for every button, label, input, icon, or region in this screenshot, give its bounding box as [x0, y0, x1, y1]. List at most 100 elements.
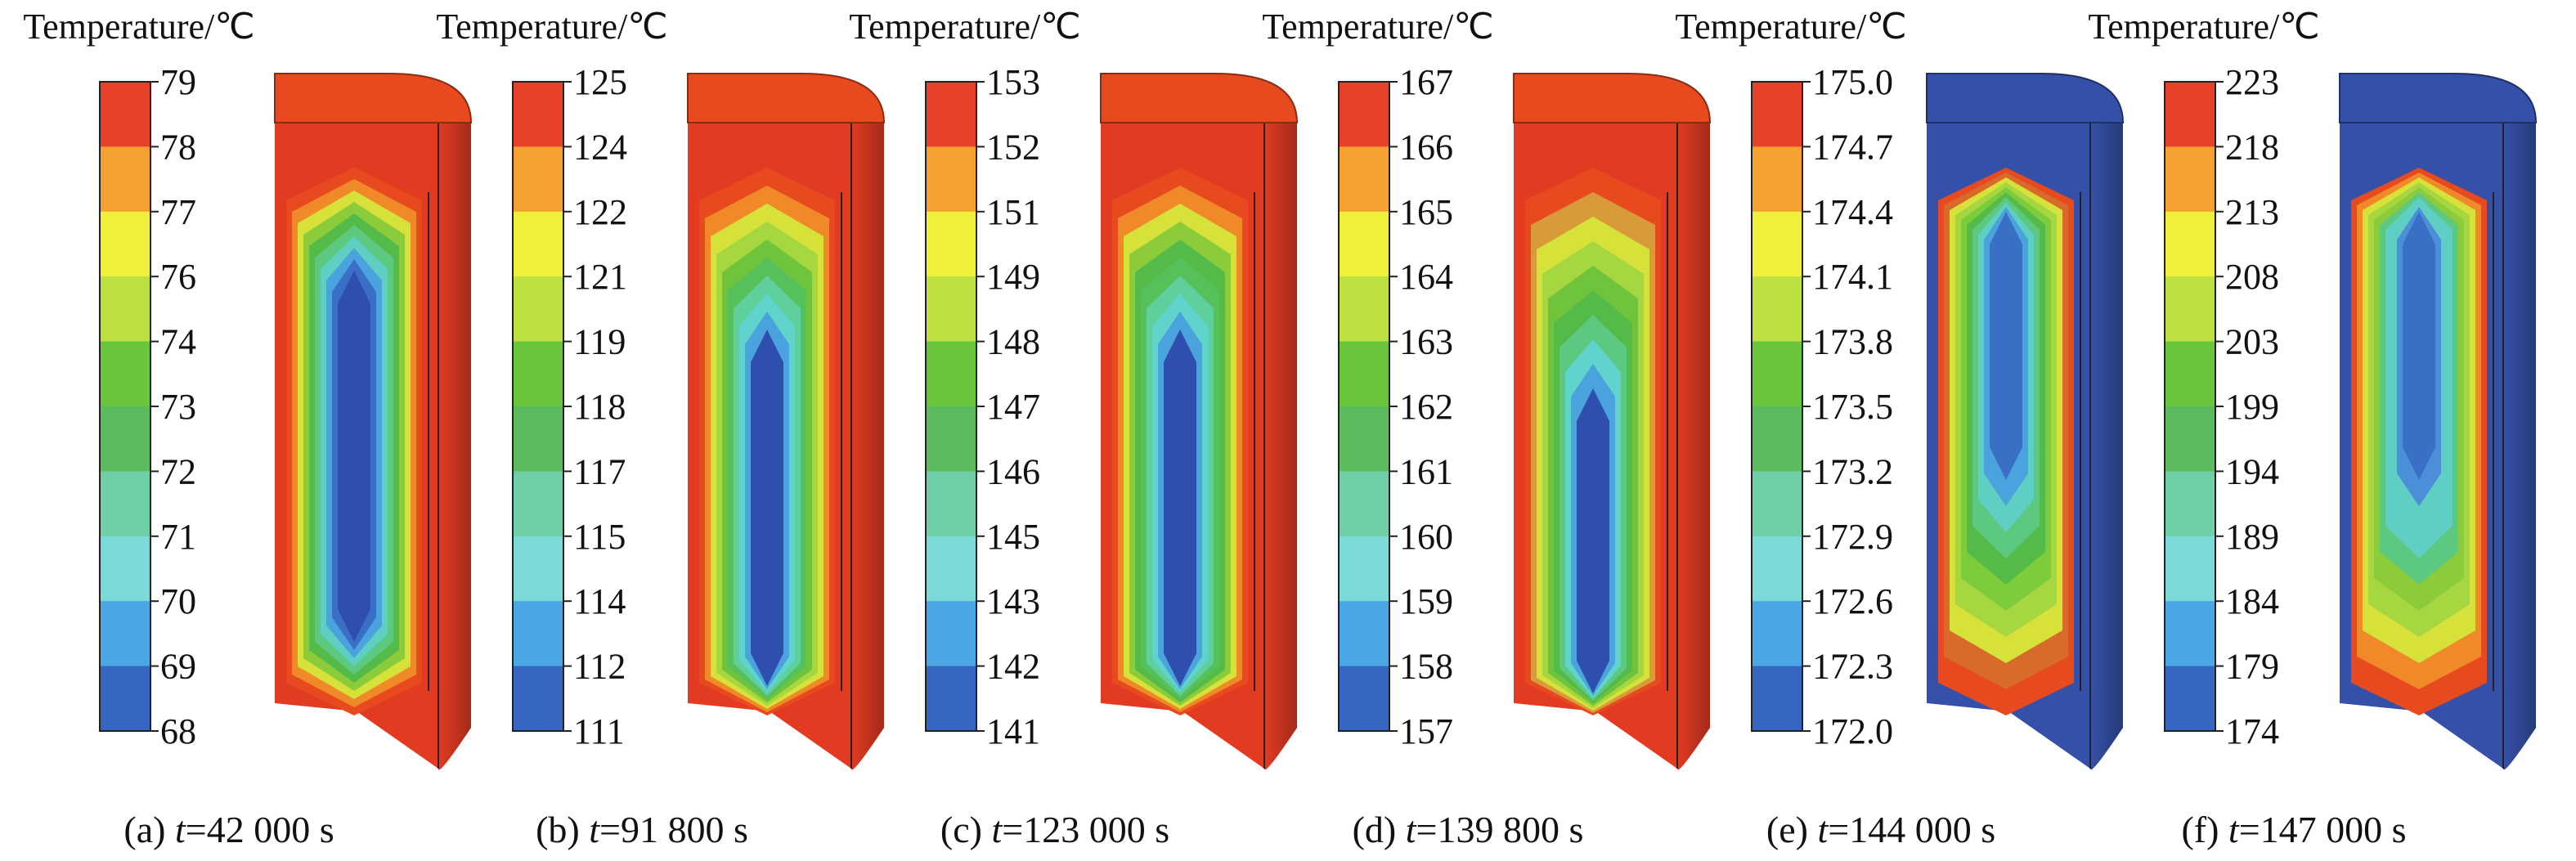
isotherm-band — [1990, 212, 2022, 480]
colorbar-tick-label: 199 — [2225, 387, 2279, 427]
colorbar-tick-label: 69 — [160, 647, 196, 687]
legend-title: Temperature/℃ — [23, 7, 254, 47]
colorbar-segment — [2165, 666, 2215, 732]
cylinder-top-cap — [1100, 73, 1299, 123]
colorbar-segment — [1752, 536, 1802, 602]
colorbar-tick-label: 173.8 — [1812, 322, 1893, 362]
cylinder-top-cap — [687, 73, 886, 123]
colorbar-tick-label: 141 — [986, 711, 1040, 751]
colorbar-tick-label: 184 — [2225, 581, 2279, 621]
colorbar-segment — [1752, 276, 1802, 343]
colorbar-segment — [1752, 666, 1802, 732]
colorbar-segment — [1339, 341, 1389, 407]
panel-caption: (a) t=42 000 s — [123, 809, 334, 850]
colorbar-tick-label: 203 — [2225, 322, 2279, 362]
cylinder-shell-shading — [1264, 123, 1297, 770]
panel-caption: (e) t=144 000 s — [1766, 809, 1995, 850]
colorbar-segment — [926, 211, 976, 277]
colorbar-tick-label: 70 — [160, 581, 196, 621]
colorbar-segment — [100, 536, 150, 602]
colorbar-tick-label: 76 — [160, 257, 196, 297]
colorbar-tick-label: 208 — [2225, 257, 2279, 297]
colorbar-segment — [513, 146, 563, 213]
panels-group: Temperature/℃ 79 78 77 76 74 73 72 71 70 69 68 (a) t… — [23, 7, 2538, 850]
cylinder-shell-shading — [1677, 123, 1710, 770]
caption-prefix: (c) — [940, 809, 992, 850]
caption-variable: t — [589, 809, 600, 850]
colorbar-segment — [513, 601, 563, 667]
caption-prefix: (a) — [123, 809, 175, 850]
caption-variable: t — [1406, 809, 1417, 850]
colorbar-segment — [2165, 471, 2215, 537]
colorbar-tick-label: 149 — [986, 257, 1040, 297]
caption-variable: t — [1817, 809, 1829, 850]
colorbar-tick-label: 174 — [2225, 711, 2279, 751]
colorbar-segment — [100, 601, 150, 667]
colorbar-tick-label: 72 — [160, 451, 196, 491]
colorbar-tick-label: 174.1 — [1812, 257, 1893, 297]
colorbar-tick-label: 159 — [1399, 581, 1453, 621]
colorbar-tick-label: 143 — [986, 581, 1040, 621]
isotherm-band — [751, 330, 783, 686]
colorbar-tick-label: 151 — [986, 192, 1040, 232]
legend-title: Temperature/℃ — [2088, 7, 2319, 47]
colorbar-segment — [926, 276, 976, 343]
colorbar-segment — [2165, 601, 2215, 667]
colorbar-segment — [926, 406, 976, 472]
isotherm-band — [1164, 330, 1196, 686]
colorbar-segment — [513, 471, 563, 537]
colorbar-tick-label: 166 — [1399, 127, 1453, 167]
colorbar-tick-label: 145 — [986, 517, 1040, 557]
cylinder-top-cap — [274, 73, 473, 123]
isotherm-band — [2403, 212, 2435, 480]
colorbar-segment — [1339, 276, 1389, 343]
caption-value: =144 000 s — [1828, 809, 1995, 850]
cylinder-shell-shading — [438, 123, 471, 770]
colorbar-segment — [926, 82, 976, 147]
colorbar-tick-label: 74 — [160, 322, 196, 362]
legend-title: Temperature/℃ — [436, 7, 667, 47]
colorbar-segment — [100, 666, 150, 732]
panel-d: Temperature/℃ 167 166 165 164 163 162 161 160 159… — [1262, 7, 1712, 850]
colorbar-tick-label: 172.9 — [1812, 517, 1893, 557]
colorbar-segment — [926, 341, 976, 407]
colorbar-segment — [926, 536, 976, 602]
colorbar-segment — [100, 276, 150, 343]
colorbar-segment — [1752, 406, 1802, 472]
colorbar-segment — [1339, 471, 1389, 537]
legend-title: Temperature/℃ — [849, 7, 1080, 47]
colorbar-tick-label: 79 — [160, 62, 196, 102]
colorbar-tick-label: 122 — [573, 192, 627, 232]
panel-a: Temperature/℃ 79 78 77 76 74 73 72 71 70 69 68 (a) t… — [23, 7, 473, 850]
colorbar-segment — [100, 406, 150, 472]
colorbar-segment — [100, 82, 150, 147]
colorbar-segment — [2165, 211, 2215, 277]
colorbar-tick-label: 175.0 — [1812, 62, 1893, 102]
panel-b: Temperature/℃ 125 124 122 121 119 118 117 115 114… — [436, 7, 886, 850]
colorbar-segment — [926, 601, 976, 667]
colorbar-tick-label: 147 — [986, 387, 1040, 427]
panel-caption: (d) t=139 800 s — [1353, 809, 1584, 850]
colorbar-segment — [2165, 406, 2215, 472]
cylinder-shell-shading — [2090, 123, 2123, 770]
colorbar-tick-label: 174.4 — [1812, 192, 1893, 232]
colorbar-tick-label: 125 — [573, 62, 627, 102]
cylinder-shell-shading — [2503, 123, 2536, 770]
colorbar-segment — [2165, 82, 2215, 147]
cylinder-top-cap — [1513, 73, 1712, 123]
colorbar-tick-label: 153 — [986, 62, 1040, 102]
colorbar-tick-label: 163 — [1399, 322, 1453, 362]
caption-variable: t — [175, 809, 186, 850]
colorbar-tick-label: 71 — [160, 517, 196, 557]
colorbar-segment — [1752, 601, 1802, 667]
colorbar-segment — [1339, 406, 1389, 472]
colorbar-tick-label: 111 — [573, 711, 625, 751]
caption-prefix: (d) — [1353, 809, 1406, 850]
caption-value: =42 000 s — [186, 809, 334, 850]
colorbar-segment — [513, 406, 563, 472]
colorbar-segment — [1339, 601, 1389, 667]
colorbar-tick-label: 172.0 — [1812, 711, 1893, 751]
colorbar-tick-label: 194 — [2225, 451, 2279, 491]
colorbar-segment — [1339, 211, 1389, 277]
